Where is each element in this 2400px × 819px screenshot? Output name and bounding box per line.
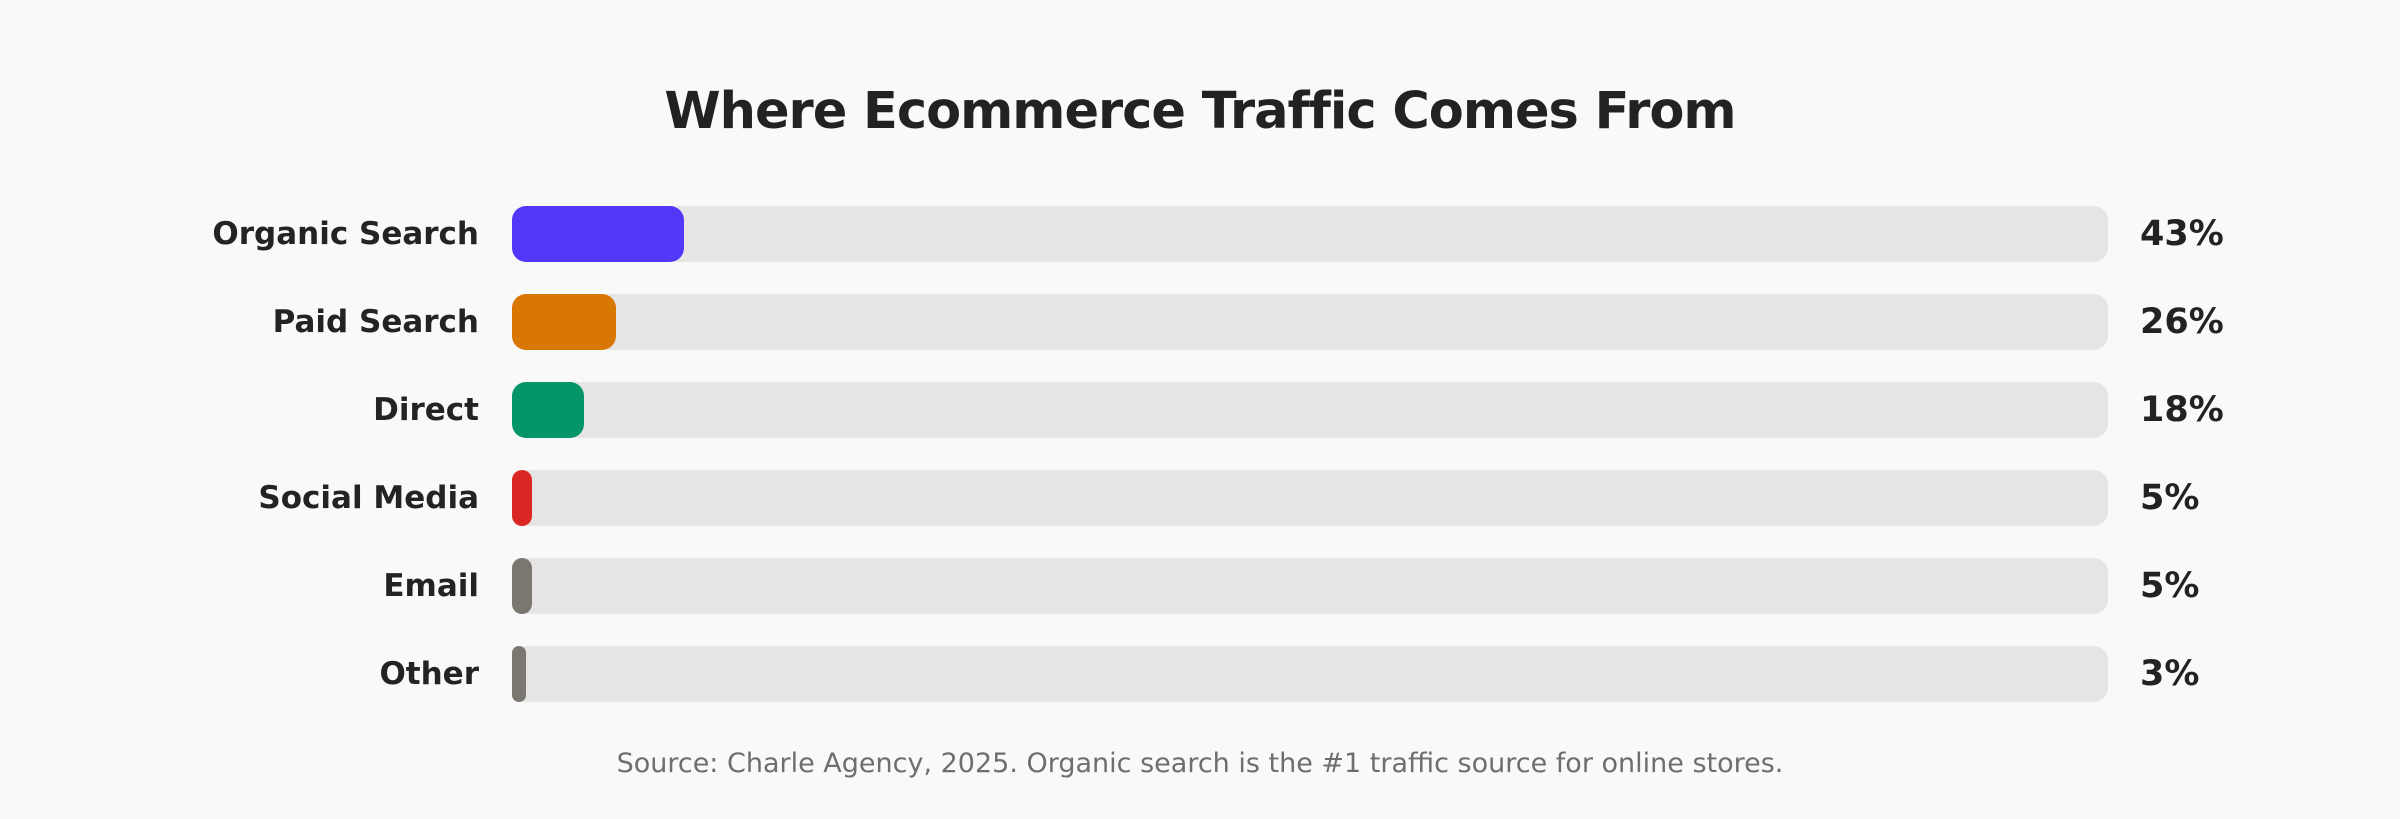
bar-row: Other 3% bbox=[0, 646, 2400, 702]
bar-row: Direct 18% bbox=[0, 382, 2400, 438]
category-label: Organic Search bbox=[212, 216, 479, 252]
bar-track bbox=[512, 382, 2108, 438]
category-label: Email bbox=[383, 568, 479, 604]
category-label: Other bbox=[379, 656, 479, 692]
value-label: 18% bbox=[2140, 390, 2224, 430]
bar bbox=[512, 558, 532, 614]
bar-track bbox=[512, 470, 2108, 526]
value-label: 3% bbox=[2140, 654, 2200, 694]
bar-row: Social Media 5% bbox=[0, 470, 2400, 526]
value-label: 43% bbox=[2140, 214, 2224, 254]
value-label: 5% bbox=[2140, 478, 2200, 518]
bar-track bbox=[512, 294, 2108, 350]
bar-track bbox=[512, 646, 2108, 702]
bar-row: Paid Search 26% bbox=[0, 294, 2400, 350]
value-label: 5% bbox=[2140, 566, 2200, 606]
bar-row: Email 5% bbox=[0, 558, 2400, 614]
bar bbox=[512, 206, 684, 262]
bar bbox=[512, 470, 532, 526]
bar-track bbox=[512, 206, 2108, 262]
chart-source-note: Source: Charle Agency, 2025. Organic sea… bbox=[616, 748, 1784, 779]
bar-track bbox=[512, 558, 2108, 614]
category-label: Direct bbox=[373, 392, 479, 428]
value-label: 26% bbox=[2140, 302, 2224, 342]
category-label: Paid Search bbox=[272, 304, 479, 340]
category-label: Social Media bbox=[258, 480, 479, 516]
bar bbox=[512, 646, 526, 702]
bar bbox=[512, 382, 584, 438]
chart-title: Where Ecommerce Traffic Comes From bbox=[664, 82, 1736, 141]
bar-row: Organic Search 43% bbox=[0, 206, 2400, 262]
bar bbox=[512, 294, 616, 350]
